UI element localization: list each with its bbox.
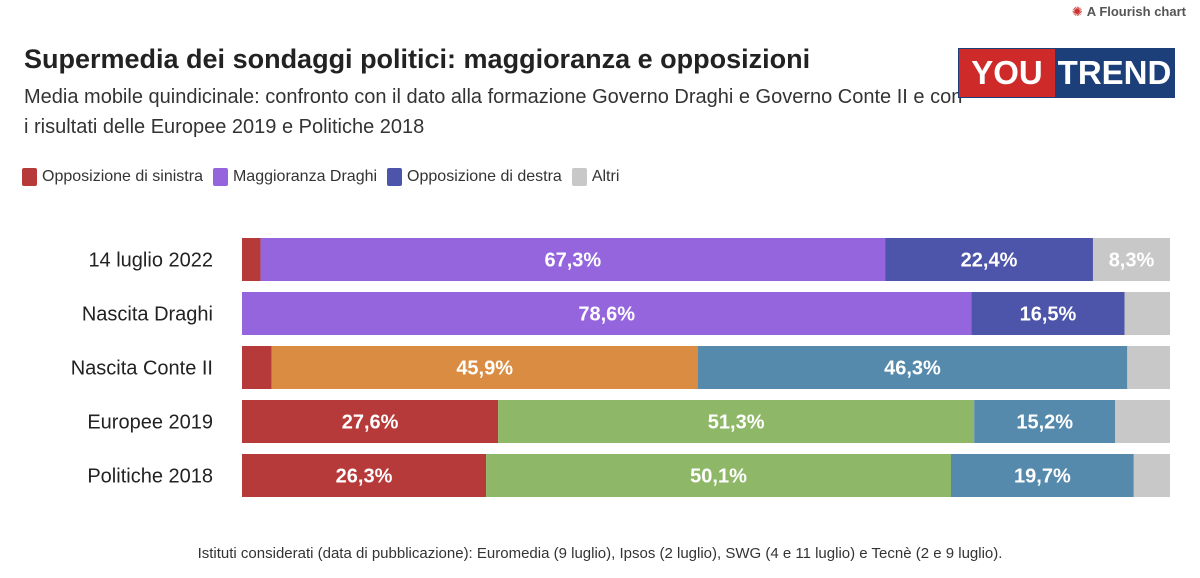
bar-segment[interactable] <box>242 400 499 443</box>
bar-segment[interactable] <box>1124 292 1170 335</box>
legend-item-opposizione-destra[interactable]: Opposizione di destra <box>387 168 562 186</box>
data-label: 67,3% <box>544 250 601 272</box>
legend-label: Maggioranza Draghi <box>232 168 378 185</box>
legend-item-opposizione-sinistra[interactable]: Opposizione di sinistra <box>22 168 203 186</box>
data-label: 26,3% <box>336 466 393 488</box>
category-label: Politiche 2018 <box>87 466 213 488</box>
bar-segment[interactable] <box>242 292 972 335</box>
legend-label: Altri <box>591 168 620 185</box>
logo-trend: TREND <box>1055 49 1174 97</box>
bar-segment[interactable] <box>1115 400 1170 443</box>
bar-segment[interactable] <box>242 238 261 281</box>
legend-label: Opposizione di sinistra <box>42 168 203 185</box>
data-label: 51,3% <box>708 412 765 434</box>
bar-segment[interactable] <box>1127 346 1170 389</box>
youtrend-logo: YOU TREND <box>958 48 1175 98</box>
flourish-icon: ✺ <box>1071 4 1083 19</box>
bar-segment[interactable] <box>498 400 975 443</box>
bar-segment[interactable] <box>1092 238 1170 281</box>
data-label: 19,7% <box>1014 466 1071 488</box>
flourish-credit-label: A Flourish chart <box>1086 4 1186 19</box>
legend-swatch <box>212 168 228 186</box>
flourish-credit[interactable]: ✺ A Flourish chart <box>1072 4 1186 20</box>
bar-segment[interactable] <box>486 454 951 497</box>
legend-label: Opposizione di destra <box>407 168 562 185</box>
data-label: 22,4% <box>961 250 1018 272</box>
data-label: 45,9% <box>456 358 513 380</box>
category-label: Nascita Draghi <box>82 304 213 326</box>
chart-legend: Opposizione di sinistra Maggioranza Drag… <box>22 168 619 186</box>
category-label: 14 luglio 2022 <box>88 250 213 272</box>
legend-swatch <box>387 168 403 186</box>
data-label: 78,6% <box>578 304 635 326</box>
bar-segment[interactable] <box>971 292 1125 335</box>
bar-segment[interactable] <box>950 454 1134 497</box>
bar-segment[interactable] <box>271 346 698 389</box>
logo-you: YOU <box>959 49 1055 97</box>
data-label: 46,3% <box>884 358 941 380</box>
bar-segment[interactable] <box>1133 454 1170 497</box>
bar-segment[interactable] <box>242 346 272 389</box>
data-label: 15,2% <box>1016 412 1073 434</box>
bar-segment[interactable] <box>242 454 487 497</box>
bar-segment[interactable] <box>697 346 1128 389</box>
bar-segment[interactable] <box>885 238 1093 281</box>
legend-item-maggioranza-draghi[interactable]: Maggioranza Draghi <box>212 168 378 186</box>
legend-swatch <box>22 168 37 186</box>
data-label: 8,3% <box>1109 250 1155 272</box>
data-label: 16,5% <box>1020 304 1077 326</box>
bar-segment[interactable] <box>260 238 886 281</box>
data-label: 27,6% <box>342 412 399 434</box>
legend-swatch <box>571 168 587 186</box>
chart-subtitle: Media mobile quindicinale: confronto con… <box>24 86 963 138</box>
category-label: Nascita Conte II <box>71 358 213 380</box>
legend-item-altri[interactable]: Altri <box>571 168 620 186</box>
category-label: Europee 2019 <box>87 412 213 434</box>
data-label: 50,1% <box>690 466 747 488</box>
chart-footnote: Istituti considerati (data di pubblicazi… <box>197 545 1003 562</box>
chart-title: Supermedia dei sondaggi politici: maggio… <box>24 44 811 74</box>
stacked-bar-chart: 14 luglio 2022 67,3% 22,4% 8,3% Nascita Drag… <box>71 238 1170 497</box>
bar-segment[interactable] <box>974 400 1116 443</box>
